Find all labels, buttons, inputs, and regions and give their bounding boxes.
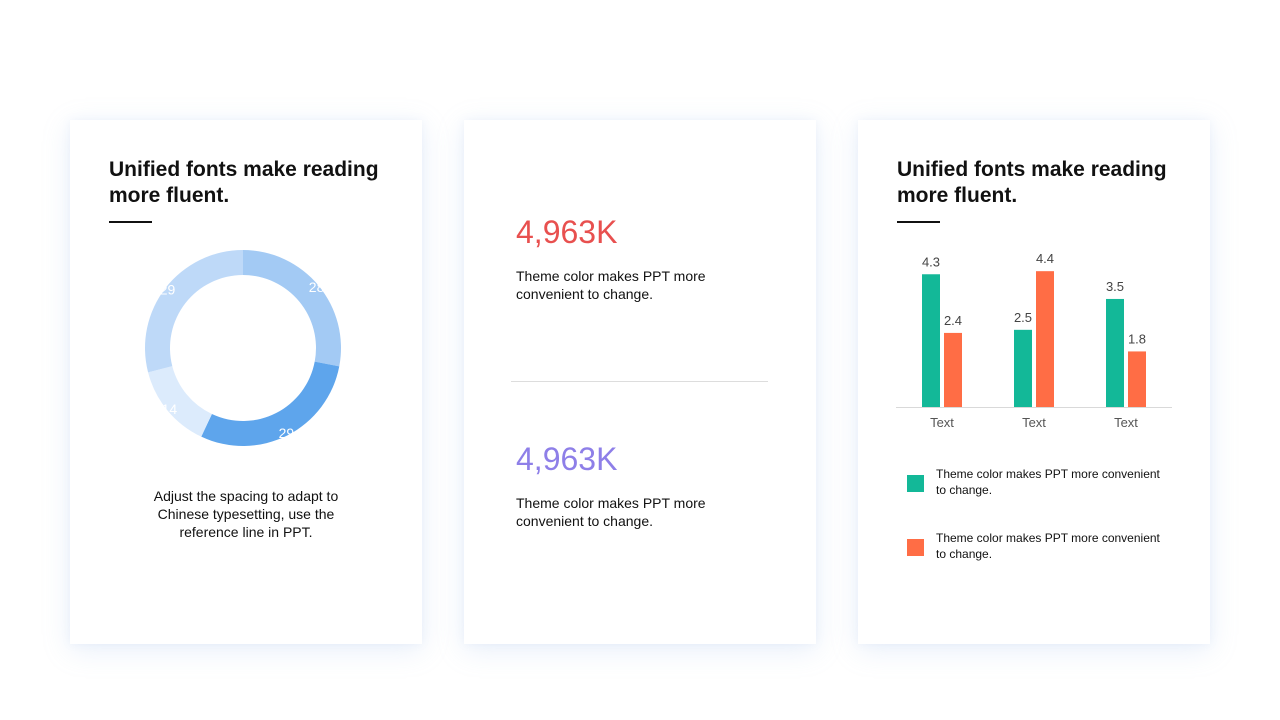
legend-label: Theme color makes PPT more convenient to… (936, 467, 1160, 497)
donut-card: Unified fonts make reading more fluent. … (70, 120, 422, 644)
stat-1-description: Theme color makes PPT more convenient to… (516, 268, 706, 302)
stat-2-description: Theme color makes PPT more convenient to… (516, 495, 706, 529)
donut-slice (145, 250, 243, 373)
x-tick-label: Text (1022, 415, 1046, 430)
legend-label: Theme color makes PPT more convenient to… (936, 531, 1160, 561)
bar (922, 274, 940, 407)
bar (944, 332, 962, 407)
legend-item: Theme color makes PPT more convenient to… (907, 466, 1177, 502)
donut-slice (243, 250, 341, 367)
bar-card-title: Unified fonts make reading more fluent. (897, 158, 1167, 207)
bar-value-label: 3.5 (1106, 279, 1124, 294)
bar-value-label: 4.4 (1036, 251, 1054, 266)
donut-card-title: Unified fonts make reading more fluent. (109, 158, 379, 207)
donut-slice-label: 28 (309, 279, 325, 295)
donut-slice-label: 14 (162, 401, 178, 417)
bar (1036, 271, 1054, 407)
stats-card: 4,963K Theme color makes PPT more conven… (464, 120, 816, 644)
donut-slice-label: 29 (160, 281, 176, 297)
donut-slice (148, 366, 212, 437)
x-tick-label: Text (930, 415, 954, 430)
bar-value-label: 4.3 (922, 254, 940, 269)
x-tick-label: Text (1114, 415, 1138, 430)
legend-swatch (907, 539, 924, 556)
title-underline (109, 221, 152, 223)
donut-slice-label: 29 (279, 425, 295, 441)
stat-1-value: 4,963K (516, 214, 618, 250)
bar-value-label: 2.4 (944, 313, 962, 328)
legend-item: Theme color makes PPT more convenient to… (907, 530, 1177, 566)
donut-chart: 28 29 14 29 (145, 250, 341, 446)
bar-value-label: 1.8 (1128, 331, 1146, 346)
bar (1128, 351, 1146, 407)
stat-2-value: 4,963K (516, 441, 618, 477)
bar-chart: 4.3 2.4 Text 2.5 4.4 Text 3.5 1.8 Text (896, 251, 1172, 430)
bar-chart-card: Unified fonts make reading more fluent. … (858, 120, 1210, 644)
donut-caption: Adjust the spacing to adapt to Chinese t… (153, 488, 339, 540)
donut-slice (201, 361, 340, 446)
title-underline (897, 221, 940, 223)
bar (1014, 329, 1032, 407)
legend-swatch (907, 475, 924, 492)
bar (1106, 298, 1124, 407)
bar-value-label: 2.5 (1014, 310, 1032, 325)
stats-divider (511, 381, 768, 382)
